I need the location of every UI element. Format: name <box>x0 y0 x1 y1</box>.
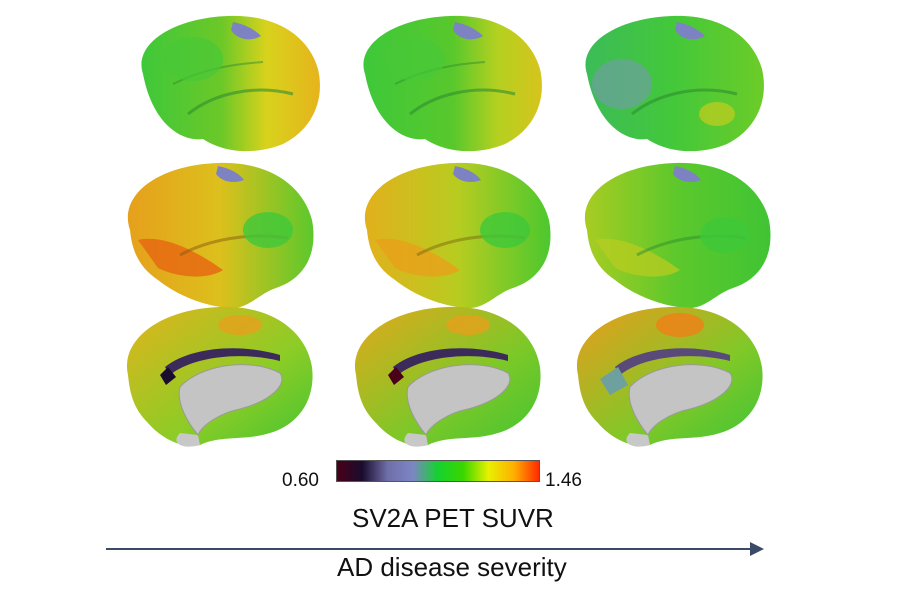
severity-arrow-line <box>106 548 756 550</box>
colorbar-max-label: 1.46 <box>545 470 582 491</box>
brain-row1-stage2 <box>363 15 542 152</box>
severity-arrow-head <box>750 542 764 556</box>
brain-row3-stage1 <box>126 306 313 447</box>
severity-axis-label: AD disease severity <box>337 552 567 582</box>
brain-row1-stage1 <box>141 15 320 152</box>
brain-row2-stage3 <box>584 162 771 309</box>
brain-row3-stage2 <box>354 306 541 447</box>
brain-grid <box>126 15 771 447</box>
brain-row2-stage2 <box>364 162 551 309</box>
colorbar-min-label: 0.60 <box>282 470 319 491</box>
colorbar-title: SV2A PET SUVR <box>352 503 554 533</box>
brain-row1-stage3 <box>585 15 764 152</box>
colorbar-gradient <box>336 460 540 482</box>
brain-row2-stage1 <box>127 162 314 309</box>
brain-row3-stage3 <box>576 306 763 447</box>
